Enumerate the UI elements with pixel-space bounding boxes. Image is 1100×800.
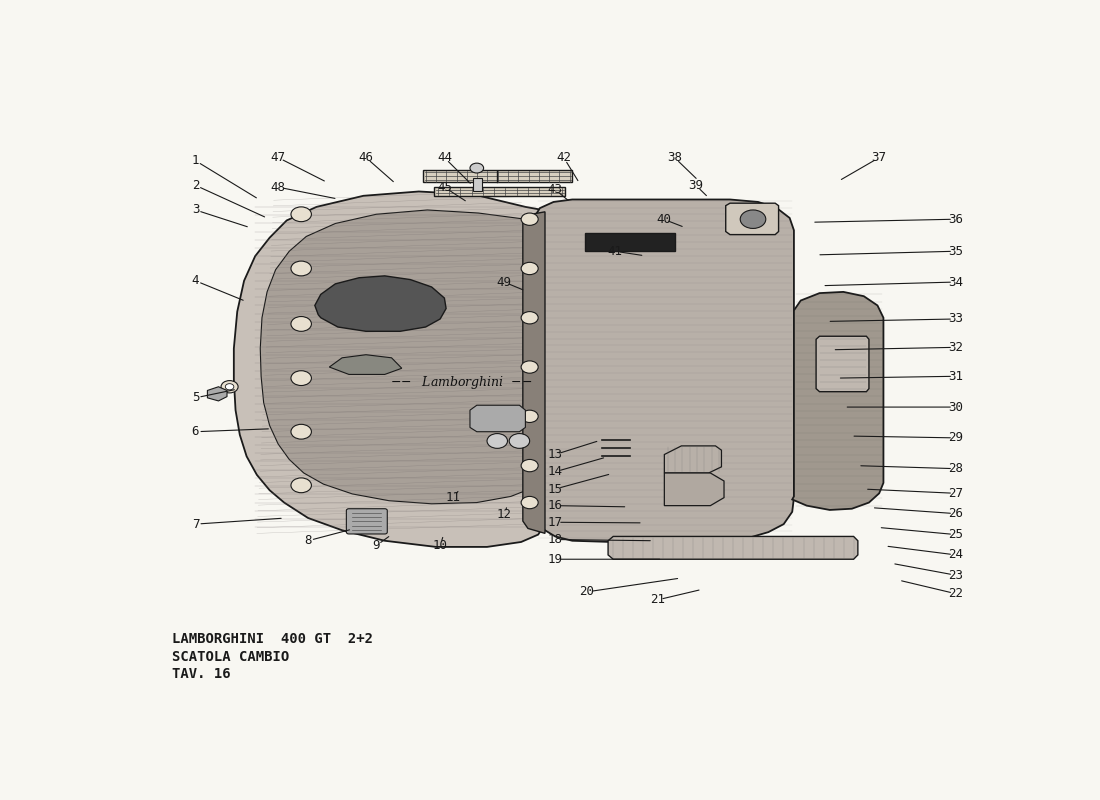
Polygon shape [329,354,402,374]
Text: eurospares: eurospares [306,363,430,383]
Circle shape [521,262,538,274]
Text: 20: 20 [580,586,594,598]
Circle shape [521,459,538,472]
Text: 5: 5 [191,391,199,404]
Polygon shape [234,191,547,547]
Polygon shape [424,170,572,182]
Text: 32: 32 [948,341,964,354]
Text: 2: 2 [191,179,199,192]
Text: eurospares: eurospares [586,486,712,506]
Circle shape [290,370,311,386]
Text: 27: 27 [948,487,964,500]
Text: 36: 36 [948,213,964,226]
Polygon shape [434,187,565,196]
Text: 43: 43 [548,183,563,196]
Text: 45: 45 [437,181,452,194]
Text: SCATOLA CAMBIO: SCATOLA CAMBIO [172,650,289,663]
Text: 8: 8 [305,534,311,547]
Text: 13: 13 [548,448,563,461]
Text: 33: 33 [948,313,964,326]
Polygon shape [261,210,537,504]
Circle shape [290,261,311,276]
Text: 48: 48 [271,181,286,194]
Circle shape [290,317,311,331]
Polygon shape [522,212,544,534]
Text: 21: 21 [650,594,666,606]
Text: eurospares: eurospares [586,363,712,383]
Text: $-\!-$  Lamborghini  $-\!-$: $-\!-$ Lamborghini $-\!-$ [390,374,532,391]
Text: 1: 1 [191,154,199,167]
Polygon shape [608,537,858,559]
Polygon shape [585,233,674,251]
Text: 7: 7 [191,518,199,530]
Text: 22: 22 [948,587,964,600]
Text: 24: 24 [948,549,964,562]
Text: 31: 31 [948,370,964,382]
Circle shape [487,434,507,448]
Text: 10: 10 [432,539,448,552]
Text: TAV. 16: TAV. 16 [172,667,230,681]
Circle shape [470,163,484,173]
Circle shape [509,434,530,448]
Text: 25: 25 [948,528,964,541]
Circle shape [221,381,238,393]
Text: 47: 47 [271,151,286,164]
Text: 42: 42 [557,151,571,164]
Text: 11: 11 [446,491,461,504]
Circle shape [290,478,311,493]
Text: 17: 17 [548,516,563,529]
Text: 23: 23 [948,569,964,582]
Text: 12: 12 [496,508,512,522]
Circle shape [226,384,234,390]
Circle shape [740,210,766,229]
Circle shape [521,410,538,422]
Text: 6: 6 [191,426,199,438]
Polygon shape [792,292,883,510]
Circle shape [290,424,311,439]
Text: 40: 40 [656,213,671,226]
Text: 39: 39 [689,179,703,192]
Text: 14: 14 [548,466,563,478]
Text: 37: 37 [871,151,887,164]
Text: LAMBORGHINI  400 GT  2+2: LAMBORGHINI 400 GT 2+2 [172,632,373,646]
Text: 19: 19 [548,553,563,566]
Polygon shape [470,406,526,432]
Text: 26: 26 [948,507,964,520]
Text: 41: 41 [607,245,623,258]
Bar [473,178,482,191]
Polygon shape [315,276,447,331]
Polygon shape [664,473,724,506]
Text: 35: 35 [948,245,964,258]
Polygon shape [816,336,869,392]
Circle shape [521,496,538,509]
Text: 49: 49 [496,275,512,289]
Text: 3: 3 [191,203,199,217]
Polygon shape [531,199,794,545]
Text: eurospares: eurospares [306,486,430,506]
Circle shape [521,311,538,324]
Text: 4: 4 [191,274,199,287]
Polygon shape [208,386,227,401]
FancyBboxPatch shape [346,509,387,534]
Text: 28: 28 [948,462,964,475]
Text: 46: 46 [359,151,374,164]
Text: 15: 15 [548,482,563,495]
Text: 9: 9 [373,539,380,552]
Text: 16: 16 [548,499,563,512]
Text: 44: 44 [437,151,452,164]
Text: 18: 18 [548,533,563,546]
Text: 29: 29 [948,431,964,444]
Circle shape [521,361,538,373]
Polygon shape [664,446,722,473]
Text: 38: 38 [667,151,682,164]
Text: 34: 34 [948,275,964,289]
Polygon shape [726,203,779,234]
Text: 30: 30 [948,401,964,414]
Circle shape [290,207,311,222]
Circle shape [521,213,538,226]
